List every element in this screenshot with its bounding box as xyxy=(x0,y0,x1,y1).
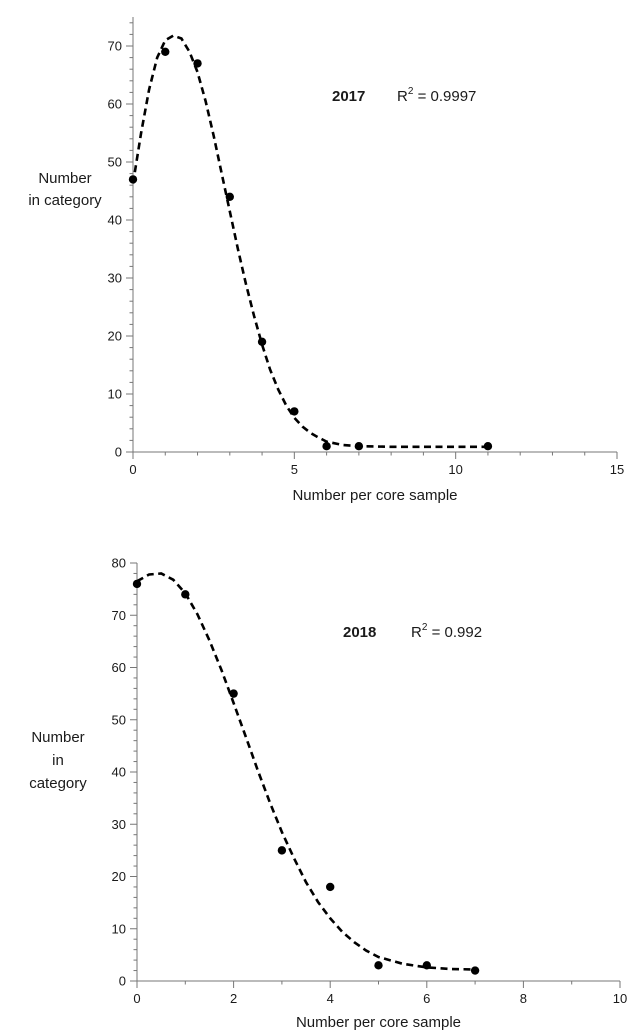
r-superscript: 2 xyxy=(422,622,428,633)
r-squared-annotation: R2 = 0.9997 xyxy=(397,86,476,105)
y-tick-label: 20 xyxy=(112,869,126,884)
data-point xyxy=(326,882,335,892)
x-tick-label: 10 xyxy=(613,991,627,1006)
data-point xyxy=(128,175,138,184)
y-tick-label: 10 xyxy=(112,921,126,936)
y-tick-label: 80 xyxy=(112,556,126,571)
y-tick-label: 60 xyxy=(108,97,122,112)
y-tick-label: 60 xyxy=(112,660,126,675)
data-point xyxy=(483,442,493,451)
data-point xyxy=(290,407,299,416)
data-point xyxy=(229,689,238,698)
x-tick-label: 0 xyxy=(133,991,140,1006)
y-tick-label: 30 xyxy=(108,271,122,286)
y-tick-label: 0 xyxy=(119,974,126,989)
x-tick-label: 5 xyxy=(291,462,298,477)
data-point xyxy=(161,47,170,56)
year-annotation: 2018 xyxy=(343,624,376,641)
y-tick-label: 20 xyxy=(108,329,122,344)
fit-curve xyxy=(131,34,488,449)
data-point xyxy=(193,59,202,68)
data-point xyxy=(277,846,287,855)
y-tick-label: 50 xyxy=(112,712,126,727)
y-axis-title-line: Number xyxy=(38,170,91,187)
y-tick-label: 0 xyxy=(115,445,122,460)
data-point xyxy=(322,442,331,451)
x-tick-label: 10 xyxy=(448,462,462,477)
y-tick-label: 70 xyxy=(112,608,126,623)
data-point xyxy=(374,961,383,970)
x-tick-label: 0 xyxy=(129,462,136,477)
x-tick-label: 6 xyxy=(423,991,430,1006)
r-symbol: R xyxy=(397,88,408,105)
x-axis-title: Number per core sample xyxy=(296,1014,461,1031)
data-point xyxy=(181,590,190,599)
data-point xyxy=(132,579,142,589)
chart-2018: 0 2 4 6 8 10 0 10 20 30 40 50 60 70 80 Number per core … xyxy=(29,556,627,1032)
y-tick-label: 50 xyxy=(108,155,122,170)
y-tick-label: 10 xyxy=(108,387,122,402)
y-tick-label: 40 xyxy=(108,213,122,228)
r-squared-value: = 0.9997 xyxy=(413,88,476,105)
x-tick-label: 15 xyxy=(610,462,624,477)
data-point xyxy=(470,966,480,975)
y-axis-title-line: in xyxy=(52,752,64,769)
r-squared-value: = 0.992 xyxy=(427,624,482,641)
x-axis-title: Number per core sample xyxy=(292,487,457,504)
data-point xyxy=(354,442,364,451)
y-tick-label: 70 xyxy=(108,39,122,54)
y-axis-title-line: in category xyxy=(28,192,102,209)
x-tick-label: 4 xyxy=(327,991,334,1006)
y-axis-title-line: Number xyxy=(31,729,84,746)
x-tick-label: 8 xyxy=(520,991,527,1006)
y-tick-label: 40 xyxy=(112,765,126,780)
r-superscript: 2 xyxy=(408,86,414,97)
data-point xyxy=(225,192,234,201)
x-tick-label: 2 xyxy=(230,991,237,1006)
data-point xyxy=(257,337,267,346)
year-annotation: 2017 xyxy=(332,88,365,105)
chart-2017: 0 5 10 15 0 10 20 30 40 50 60 70 Number per core sam… xyxy=(28,17,624,504)
y-axis-title-line: category xyxy=(29,775,87,792)
y-tick-label: 30 xyxy=(112,817,126,832)
data-point xyxy=(422,961,431,970)
r-symbol: R xyxy=(411,624,422,641)
r-squared-annotation: R2 = 0.992 xyxy=(411,622,482,641)
